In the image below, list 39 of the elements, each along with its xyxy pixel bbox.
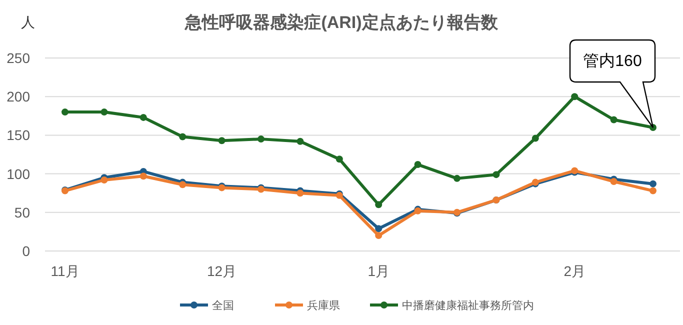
- point: [571, 93, 578, 100]
- legend-label: 兵庫県: [307, 299, 340, 312]
- point: [610, 116, 618, 124]
- x-tick-label: 2月: [564, 263, 586, 279]
- x-tick-label: 1月: [368, 263, 390, 279]
- x-tick-label: 11月: [50, 263, 80, 279]
- x-tick-label: 12月: [207, 263, 237, 279]
- point: [140, 114, 147, 121]
- point: [375, 201, 382, 208]
- y-tick-label: 50: [14, 204, 30, 220]
- point: [650, 180, 656, 188]
- point: [650, 187, 656, 194]
- point: [492, 171, 500, 178]
- point: [258, 136, 264, 143]
- point: [454, 174, 460, 182]
- y-tick-label: 250: [6, 50, 30, 66]
- point: [532, 134, 539, 142]
- point: [179, 181, 186, 188]
- y-tick-label: 0: [22, 243, 30, 259]
- y-tick-label: 200: [6, 88, 30, 105]
- point: [375, 232, 382, 240]
- point: [296, 190, 304, 197]
- y-axis-title: 人: [21, 14, 35, 30]
- point: [336, 156, 343, 163]
- point: [296, 138, 304, 145]
- chart-title: 急性呼吸器感染症(ARI)定点あたり報告数: [184, 13, 499, 32]
- point: [414, 161, 422, 168]
- y-tick-label: 100: [6, 166, 30, 182]
- point: [179, 133, 186, 140]
- point: [218, 137, 226, 144]
- point: [140, 172, 147, 180]
- point: [610, 178, 618, 186]
- legend-label: 中播磨健康福祉事務所管内: [402, 299, 534, 312]
- point: [62, 108, 68, 116]
- legend-label: 全国: [212, 300, 234, 312]
- annotation: 管内160: [583, 52, 642, 70]
- point: [100, 108, 108, 116]
- point: [375, 225, 382, 232]
- y-tick-label: 150: [6, 127, 30, 144]
